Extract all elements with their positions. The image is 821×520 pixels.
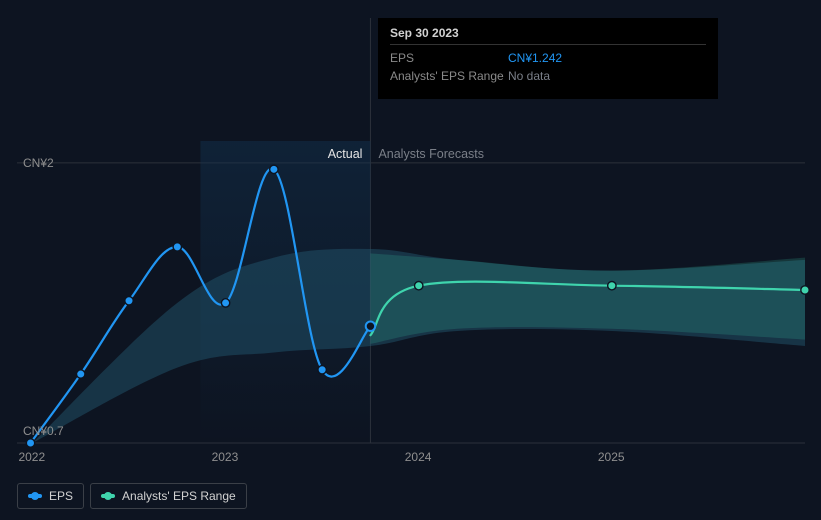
x-axis-tick-label: 2022 [18, 450, 45, 464]
tooltip-row-range: Analysts' EPS Range No data [390, 67, 706, 85]
tooltip-row-eps: EPS CN¥1.242 [390, 49, 706, 67]
legend-label: Analysts' EPS Range [122, 489, 236, 503]
region-label-forecast: Analysts Forecasts [378, 147, 484, 161]
legend-swatch [101, 494, 115, 498]
tooltip-label: Analysts' EPS Range [390, 67, 508, 85]
x-axis-tick-label: 2023 [212, 450, 239, 464]
tooltip-value: No data [508, 67, 550, 85]
x-axis-tick-label: 2025 [598, 450, 625, 464]
y-axis-tick-label: CN¥0.7 [23, 424, 64, 438]
tooltip-date: Sep 30 2023 [390, 26, 706, 45]
x-axis-tick-label: 2024 [405, 450, 432, 464]
legend-item-eps[interactable]: EPS [17, 483, 84, 509]
y-axis-tick-label: CN¥2 [23, 156, 54, 170]
legend-label: EPS [49, 489, 73, 503]
chart-tooltip: Sep 30 2023 EPS CN¥1.242 Analysts' EPS R… [378, 18, 718, 99]
legend-item-range[interactable]: Analysts' EPS Range [90, 483, 247, 509]
legend-swatch [28, 494, 42, 498]
eps-forecast-chart: Sep 30 2023 EPS CN¥1.242 Analysts' EPS R… [0, 0, 821, 520]
chart-legend: EPS Analysts' EPS Range [17, 483, 247, 509]
tooltip-value: CN¥1.242 [508, 49, 562, 67]
region-label-actual: Actual [328, 147, 363, 161]
tooltip-label: EPS [390, 49, 508, 67]
